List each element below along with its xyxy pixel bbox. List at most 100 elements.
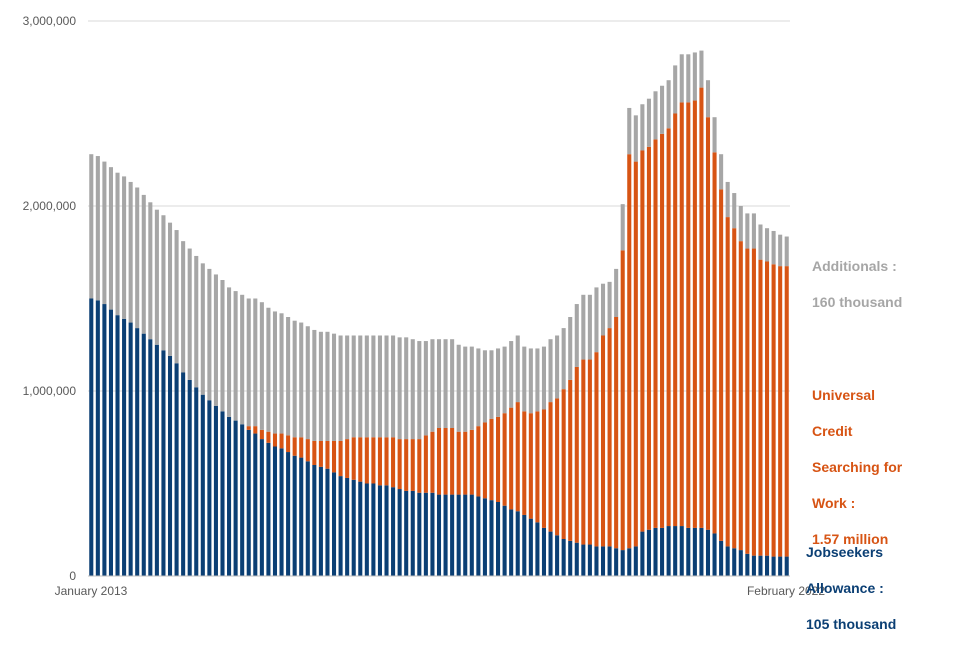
bar-jsa (712, 533, 717, 576)
bar-uc (758, 259, 763, 556)
bar-jsa (600, 546, 606, 576)
bar-uc (358, 437, 363, 482)
bar-additionals (207, 268, 212, 401)
bar-additionals (351, 335, 356, 438)
bar-jsa (266, 442, 271, 576)
bar-jsa (318, 466, 323, 576)
bar-additionals (509, 341, 514, 408)
bar-additionals (476, 348, 481, 427)
bar-additionals (653, 91, 658, 140)
bar-additionals (436, 339, 442, 428)
bar-jsa (391, 487, 396, 576)
bar-additionals (404, 337, 409, 440)
bar-uc (436, 428, 442, 495)
bar-additionals (502, 346, 507, 414)
uc-label-line5: 1.57 million (812, 531, 889, 547)
bar-uc (732, 228, 737, 549)
bar-uc (272, 433, 278, 447)
bar-uc (778, 266, 783, 557)
bar-additionals (548, 339, 553, 403)
bar-additionals (627, 107, 632, 155)
bar-additionals (325, 331, 330, 441)
legend-universal-credit: Universal Credit Searching for Work : 1.… (812, 368, 902, 566)
bar-additionals (607, 281, 612, 329)
bar-additionals (102, 161, 107, 305)
x-tick-end: February 2022 (747, 584, 825, 598)
bar-uc (548, 402, 553, 532)
bar-additionals (515, 335, 520, 403)
bar-jsa (548, 531, 553, 576)
bar-additionals (561, 328, 566, 390)
bar-additionals (246, 298, 251, 427)
bar-jsa (778, 556, 783, 576)
bar-jsa (233, 420, 238, 576)
bar-jsa (522, 514, 527, 576)
bar-jsa (95, 300, 100, 576)
bar-additionals (456, 344, 461, 432)
bar-additionals (778, 234, 783, 267)
bar-jsa (463, 494, 468, 576)
bar-additionals (443, 339, 448, 428)
bar-jsa (345, 477, 350, 576)
bar-uc (377, 437, 382, 486)
bar-uc (476, 426, 481, 497)
bar-additionals (108, 167, 113, 310)
bar-additionals (417, 341, 422, 440)
bar-additionals (266, 307, 271, 432)
bar-uc (660, 133, 665, 528)
bar-additionals (679, 54, 684, 103)
bar-additionals (692, 52, 697, 101)
bar-jsa (587, 544, 592, 576)
y-axis-ticks: 0 1,000,000 2,000,000 3,000,000 (23, 14, 77, 583)
bar-jsa (627, 548, 632, 576)
bar-uc (312, 440, 317, 465)
bars (89, 50, 789, 576)
bar-jsa (292, 455, 297, 576)
bar-uc (600, 335, 606, 547)
bar-jsa (227, 416, 232, 576)
bar-jsa (200, 394, 205, 576)
bar-jsa (594, 546, 599, 576)
bar-additionals (614, 268, 619, 317)
bar-uc (751, 248, 756, 556)
bar-additionals (555, 335, 560, 399)
bar-uc (725, 217, 730, 547)
bar-additionals (167, 222, 173, 356)
bar-uc (404, 439, 409, 491)
bar-jsa (286, 452, 291, 576)
bar-jsa (384, 485, 389, 576)
bar-uc (371, 437, 376, 484)
bar-jsa (305, 461, 310, 576)
bar-additionals (765, 228, 770, 262)
bar-additionals (719, 154, 724, 190)
bar-additionals (338, 335, 343, 441)
bar-jsa (666, 526, 671, 576)
bar-jsa (784, 556, 789, 576)
bar-additionals (122, 176, 127, 319)
bar-jsa (745, 553, 750, 576)
bar-jsa (561, 539, 566, 576)
bar-additionals (482, 350, 487, 423)
bar-uc (253, 426, 258, 434)
bar-jsa (732, 548, 737, 576)
bar-additionals (450, 339, 455, 428)
bar-jsa (122, 318, 127, 576)
bar-jsa (476, 496, 481, 576)
bar-jsa (758, 555, 763, 576)
bar-additionals (259, 302, 264, 430)
bar-jsa (338, 476, 343, 576)
bar-jsa (299, 457, 304, 576)
bar-jsa (699, 527, 704, 576)
bar-uc (496, 416, 501, 502)
bar-jsa (135, 328, 140, 576)
bar-uc (338, 440, 343, 477)
bar-additionals (377, 335, 382, 438)
bar-additionals (194, 255, 199, 388)
bar-uc (712, 152, 717, 534)
bar-jsa (633, 546, 638, 576)
bar-jsa (207, 400, 212, 576)
bar-jsa (443, 494, 448, 576)
bar-uc (541, 409, 547, 528)
bar-jsa (331, 472, 337, 576)
